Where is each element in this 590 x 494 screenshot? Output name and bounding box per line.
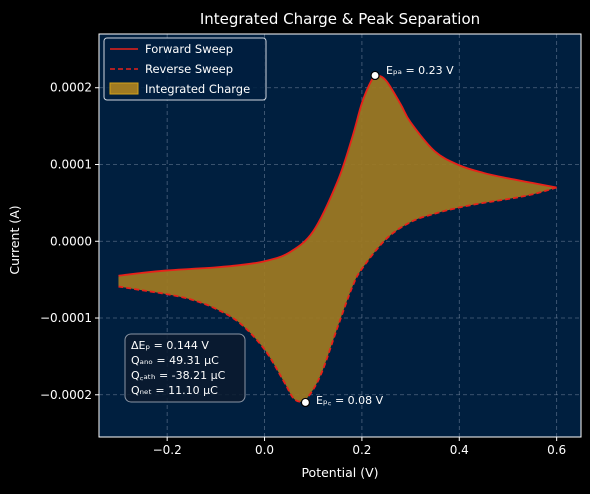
x-axis-label: Potential (V) [301,465,378,480]
annotation-box [124,333,246,403]
legend-box [103,37,267,101]
x-tick-label: 0.0 [255,443,274,457]
peak-markers [300,70,380,408]
y-tick-label: 0.0000 [50,234,92,248]
peak-anodic-label: Eₚₐ = 0.23 V [386,64,454,77]
peak-anodic-marker [370,70,380,81]
series-lines [118,74,557,403]
integrated-charge-fill [118,75,557,402]
axes-frame [98,33,582,438]
legend-reverse-label: Reverse Sweep [145,62,233,76]
annotation-anodic-charge: Qₐₙₒ = 49.31 μC [131,354,219,367]
charge-annotation: ΔEₚ = 0.144 V Qₐₙₒ = 49.31 μC Q꜀ₐₜₕ = -3… [124,333,246,403]
x-tick-label: −0.2 [153,443,182,457]
x-tick-label: 0.4 [450,443,469,457]
axis-ticks: −0.2 0.0 0.2 0.4 0.6 −0.0002 −0.0001 0.0000 0.00… [40,81,566,457]
annotation-net-charge: Qₙₑₜ = 11.10 μC [131,384,218,397]
peak-cathodic-marker [300,397,311,408]
legend-fill-label: Integrated Charge [145,82,250,96]
annotation-peak-separation: ΔEₚ = 0.144 V [131,339,209,352]
x-tick-label: 0.6 [547,443,566,457]
y-tick-label: −0.0001 [40,311,92,325]
legend: Forward Sweep Reverse Sweep Integrated C… [103,37,267,101]
reverse-sweep-line [118,186,557,403]
integrated-charge-area [118,75,557,402]
y-tick-label: 0.0002 [50,81,92,95]
legend-fill-swatch [109,82,139,95]
peak-cathodic-label: Eₚ꜀ = 0.08 V [316,394,384,407]
y-tick-label: −0.0002 [40,388,92,402]
y-tick-label: 0.0001 [50,157,92,171]
annotation-cathodic-charge: Q꜀ₐₜₕ = -38.21 μC [131,369,226,382]
y-axis-label: Current (A) [7,205,22,274]
forward-sweep-line [118,74,557,277]
x-tick-label: 0.2 [352,443,371,457]
legend-forward-label: Forward Sweep [145,42,233,56]
chart-title: Integrated Charge & Peak Separation [200,10,480,28]
